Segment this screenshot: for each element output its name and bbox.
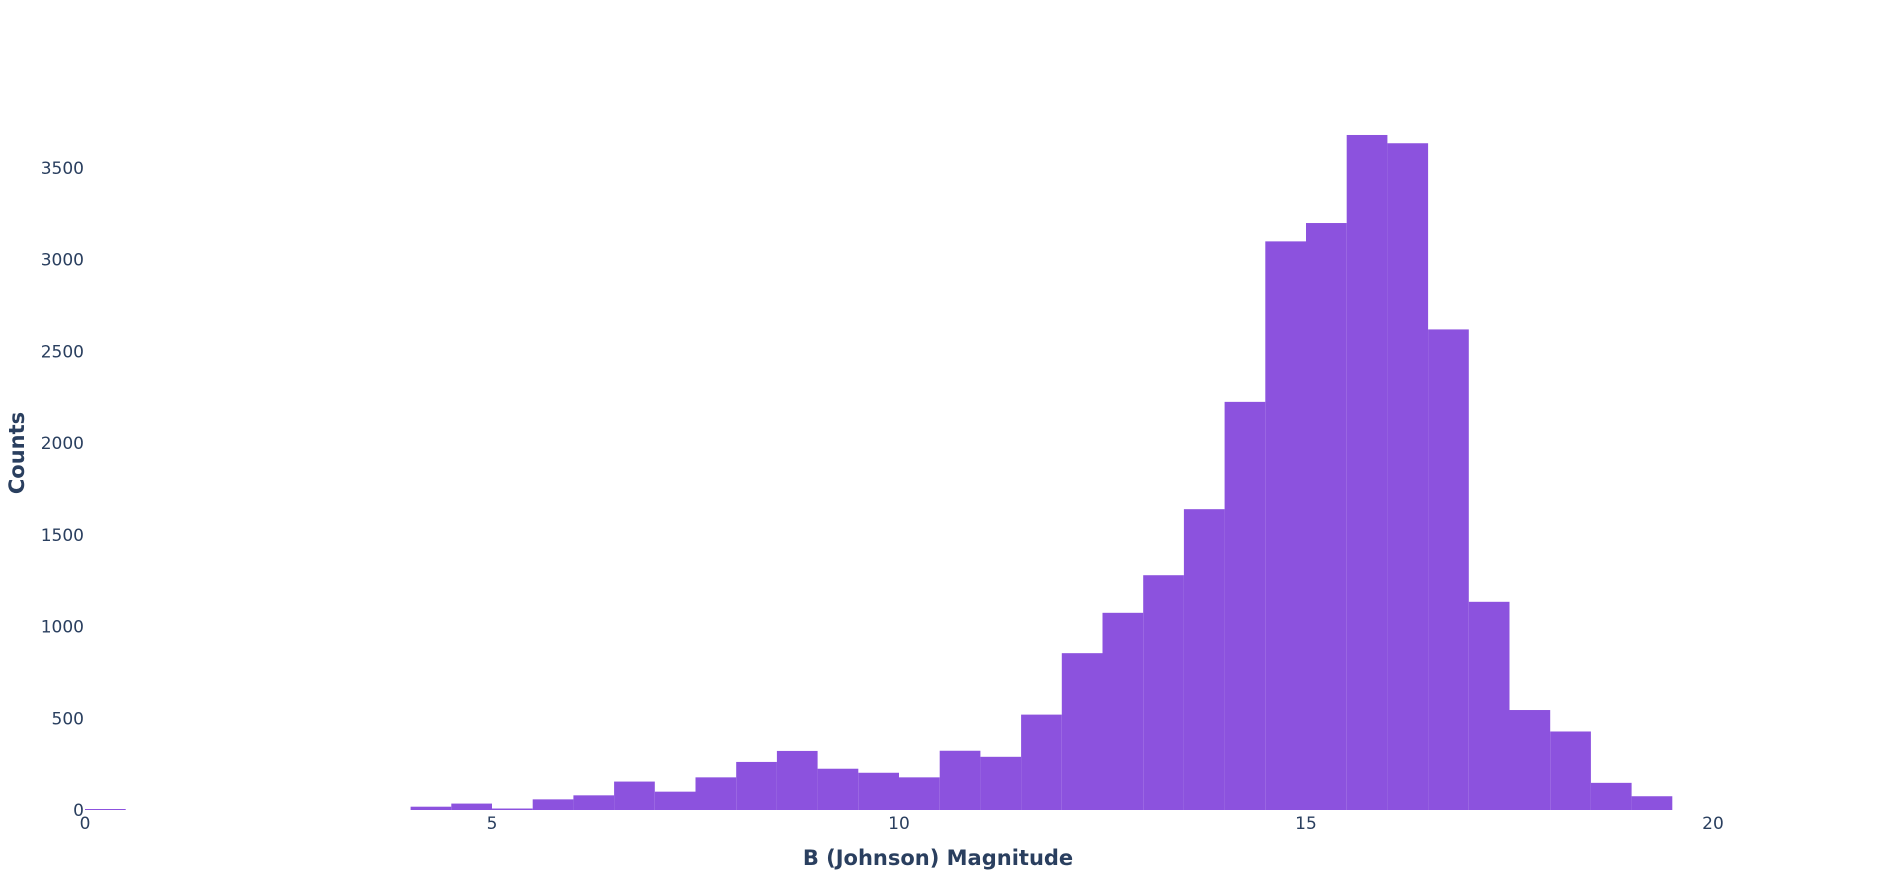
- y-tick-label: 2000: [41, 434, 84, 454]
- x-tick-label: 5: [487, 814, 498, 834]
- x-tick-label: 0: [80, 814, 91, 834]
- histogram-bar: [776, 750, 818, 810]
- histogram-bar: [492, 808, 533, 810]
- histogram-bar: [532, 799, 574, 810]
- y-tick-label: 0: [73, 801, 84, 821]
- histogram-bar: [573, 795, 615, 810]
- x-tick-label: 20: [1702, 814, 1724, 834]
- histogram-bar: [1224, 401, 1266, 810]
- histogram-bar: [1631, 796, 1673, 810]
- x-tick-label: 10: [888, 814, 910, 834]
- histogram-bar: [1387, 143, 1429, 811]
- y-tick-label: 3500: [41, 159, 84, 179]
- x-axis-title: B (Johnson) Magnitude: [803, 846, 1073, 870]
- histogram-bar: [1346, 134, 1388, 811]
- histogram-bar: [1265, 241, 1306, 810]
- histogram-bar: [1509, 710, 1551, 810]
- y-tick-label: 500: [52, 709, 84, 729]
- histogram-bar: [614, 781, 655, 810]
- histogram-bar: [817, 768, 859, 810]
- histogram-bar: [980, 756, 1022, 810]
- histogram-bar: [410, 806, 452, 810]
- y-tick-label: 1500: [41, 526, 84, 546]
- histogram-bar: [1183, 509, 1225, 810]
- histogram-bars: [85, 134, 1673, 811]
- histogram-bar: [1061, 653, 1103, 810]
- histogram-bar: [695, 777, 737, 810]
- histogram-bar: [1021, 714, 1062, 810]
- histogram-bar: [1550, 731, 1591, 810]
- y-tick-label: 1000: [41, 618, 84, 638]
- histogram-bar: [858, 772, 899, 810]
- histogram-bar: [85, 809, 126, 810]
- histogram-bar: [451, 803, 492, 810]
- histogram-bar: [736, 761, 777, 810]
- x-tick-label: 15: [1295, 814, 1317, 834]
- histogram-bar: [899, 777, 940, 810]
- y-tick-label: 3000: [41, 251, 84, 271]
- histogram-bar: [1306, 223, 1347, 810]
- histogram-bar: [1590, 782, 1632, 810]
- histogram-bar: [654, 791, 696, 810]
- y-axis-title: Counts: [5, 412, 29, 494]
- x-axis-ticks: 0 5 10 15 20: [80, 814, 1724, 834]
- histogram-bar: [939, 750, 981, 810]
- histogram-bar: [1143, 575, 1184, 810]
- histogram-bar: [1102, 612, 1144, 810]
- y-axis-ticks: 0 500 1000 1500 2000 2500 3000 3500: [41, 159, 84, 821]
- histogram-bar: [1428, 329, 1469, 810]
- y-tick-label: 2500: [41, 342, 84, 362]
- histogram-bar: [1468, 601, 1510, 810]
